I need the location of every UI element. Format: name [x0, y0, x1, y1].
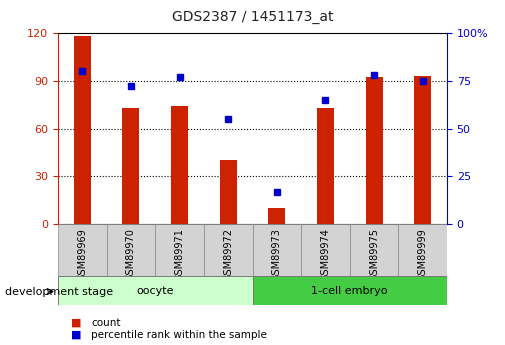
Text: percentile rank within the sample: percentile rank within the sample — [91, 330, 267, 339]
FancyBboxPatch shape — [204, 224, 252, 276]
Text: ■: ■ — [71, 318, 81, 327]
Bar — [123, 108, 139, 224]
FancyBboxPatch shape — [301, 224, 350, 276]
Text: GDS2387 / 1451173_at: GDS2387 / 1451173_at — [172, 10, 333, 24]
FancyBboxPatch shape — [156, 224, 204, 276]
Text: GSM89974: GSM89974 — [320, 228, 330, 281]
Text: development stage: development stage — [5, 287, 113, 296]
Text: count: count — [91, 318, 120, 327]
FancyBboxPatch shape — [252, 276, 447, 305]
Bar — [414, 76, 431, 224]
FancyBboxPatch shape — [58, 276, 252, 305]
FancyBboxPatch shape — [107, 224, 156, 276]
Text: oocyte: oocyte — [136, 286, 174, 296]
Text: GSM89972: GSM89972 — [223, 228, 233, 282]
FancyBboxPatch shape — [350, 224, 398, 276]
Text: ■: ■ — [71, 330, 81, 339]
Bar — [74, 36, 91, 224]
FancyBboxPatch shape — [398, 224, 447, 276]
Bar — [171, 106, 188, 224]
Bar — [317, 108, 334, 224]
Text: GSM89973: GSM89973 — [272, 228, 282, 281]
Text: GSM89970: GSM89970 — [126, 228, 136, 281]
Text: GSM89969: GSM89969 — [77, 228, 87, 281]
Bar — [268, 208, 285, 224]
FancyBboxPatch shape — [58, 224, 107, 276]
Text: 1-cell embryo: 1-cell embryo — [312, 286, 388, 296]
Text: GSM89999: GSM89999 — [418, 228, 428, 281]
FancyBboxPatch shape — [252, 224, 301, 276]
Text: GSM89971: GSM89971 — [175, 228, 185, 281]
Bar — [366, 77, 382, 224]
Bar — [220, 160, 237, 224]
Text: GSM89975: GSM89975 — [369, 228, 379, 282]
